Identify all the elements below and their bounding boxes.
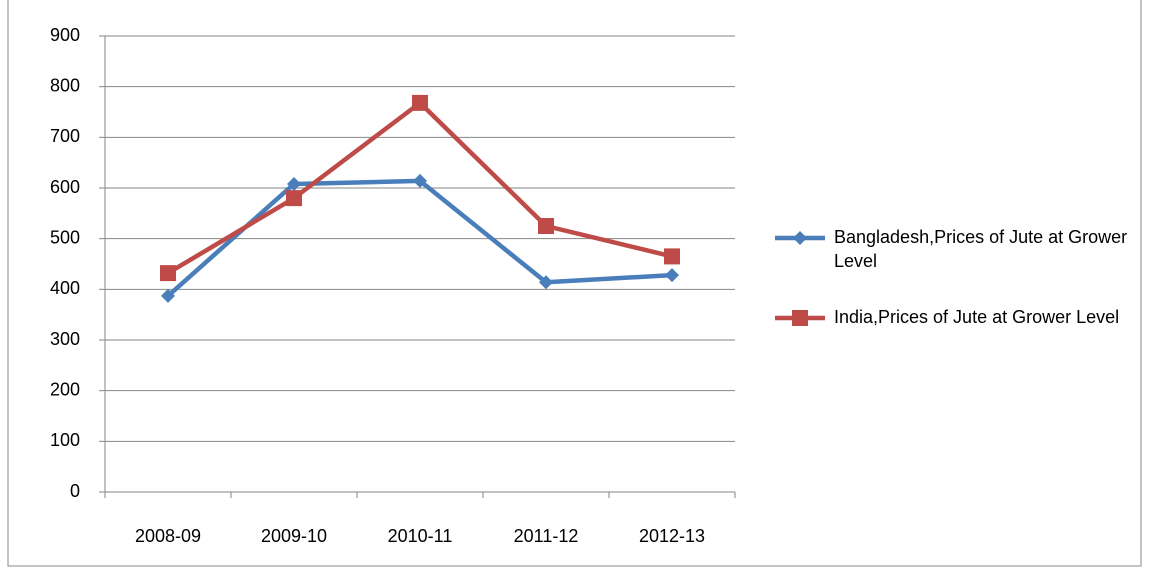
x-tick-label: 2011-12 [514,526,579,546]
data-point [160,265,176,282]
chart-frame [7,0,1142,567]
y-tick-label: 800 [50,75,80,95]
y-tick-label: 500 [50,227,80,247]
data-point [539,275,553,290]
data-point [413,173,427,188]
y-tick-label: 200 [50,379,80,399]
x-tick-label: 2008-09 [135,526,201,546]
y-tick-label: 600 [50,177,80,197]
legend-label: Bangladesh,Prices of Jute at Grower Leve… [834,227,1128,271]
y-tick-label: 100 [50,430,80,450]
y-tick-label: 700 [50,126,80,146]
data-point [412,94,428,111]
y-tick-label: 300 [50,329,80,349]
legend-swatch-marker [793,231,807,245]
data-point [664,248,680,265]
x-tick-label: 2009-10 [261,526,327,546]
y-tick-label: 0 [70,481,80,501]
data-point [665,268,679,283]
data-point [286,190,302,207]
y-tick-label: 900 [50,25,80,45]
data-point [538,218,554,234]
legend-swatch-marker [792,310,808,326]
y-tick-label: 400 [50,278,80,298]
legend-label: India,Prices of Jute at Grower Level [834,307,1120,327]
data-point [287,176,301,191]
x-tick-label: 2010-11 [388,526,453,546]
x-tick-label: 2012-13 [639,526,705,546]
data-point [161,288,175,303]
